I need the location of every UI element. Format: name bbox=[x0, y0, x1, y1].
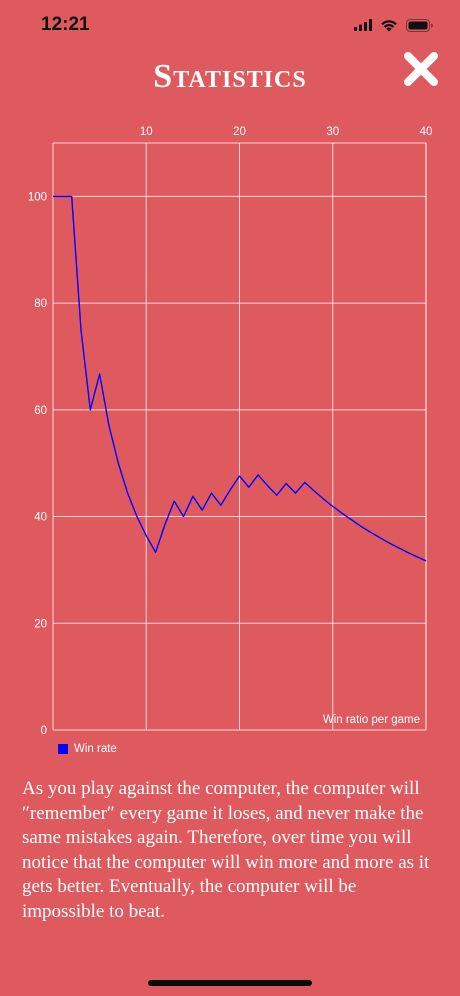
chart-grid bbox=[52, 142, 427, 731]
page-title: Statistics bbox=[153, 58, 307, 95]
description-text: As you play against the computer, the co… bbox=[22, 778, 430, 922]
battery-icon bbox=[406, 18, 433, 32]
legend-label-win-rate: Win rate bbox=[74, 743, 117, 755]
signal-icon bbox=[354, 19, 372, 31]
y-tick-label-100: 100 bbox=[28, 191, 47, 203]
x-tick-label-40: 40 bbox=[420, 126, 433, 138]
status-bar: 12:21 bbox=[0, 0, 460, 50]
status-icons bbox=[354, 16, 434, 34]
x-tick-label-10: 10 bbox=[140, 126, 153, 138]
close-icon bbox=[404, 52, 438, 86]
y-tick-label-0: 0 bbox=[41, 725, 47, 737]
y-tick-label-40: 40 bbox=[34, 512, 47, 524]
y-tick-label-60: 60 bbox=[34, 405, 47, 417]
y-tick-label-80: 80 bbox=[34, 298, 47, 310]
chart-ticks: 10 20 30 40 0 20 40 60 80 100 bbox=[28, 126, 433, 737]
x-tick-label-20: 20 bbox=[233, 126, 246, 138]
close-button[interactable] bbox=[402, 50, 440, 88]
legend-swatch-win-rate bbox=[58, 744, 68, 754]
win-rate-chart: 10 20 30 40 0 20 40 60 80 100 Win ratio per game bbox=[0, 115, 460, 765]
chart-svg: 10 20 30 40 0 20 40 60 80 100 Win ratio per game bbox=[28, 126, 433, 737]
home-indicator bbox=[148, 980, 312, 986]
chart-legend: Win rate bbox=[58, 743, 117, 755]
chart-annotation: Win ratio per game bbox=[323, 714, 420, 726]
series-line-win-rate bbox=[53, 195, 427, 562]
wifi-icon bbox=[381, 19, 397, 31]
status-time: 12:21 bbox=[41, 14, 90, 35]
x-tick-label-30: 30 bbox=[326, 126, 339, 138]
y-tick-label-20: 20 bbox=[34, 618, 47, 630]
